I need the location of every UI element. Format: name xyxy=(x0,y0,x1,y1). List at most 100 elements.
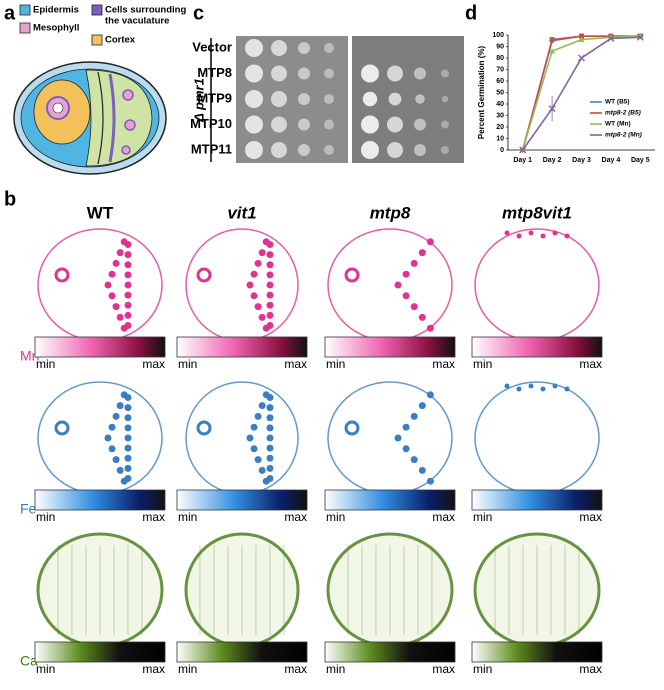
legend-label: Cells surrounding xyxy=(105,5,186,16)
cell xyxy=(418,313,426,321)
cell xyxy=(124,261,132,269)
column-heading: WT xyxy=(87,203,114,222)
element-label: Mn xyxy=(20,348,39,364)
y-tick-label: 90 xyxy=(496,43,504,50)
marker xyxy=(549,37,555,43)
cell xyxy=(266,301,274,309)
spot xyxy=(362,91,378,107)
strain-row-label: Vector xyxy=(192,39,232,54)
cell xyxy=(552,230,558,236)
colorbar-max: max xyxy=(432,357,455,371)
cell xyxy=(564,233,570,239)
cell xyxy=(108,445,116,453)
column-heading: mtp8 xyxy=(370,203,411,222)
y-axis-label: Percent Germination (%) xyxy=(477,45,486,139)
spot xyxy=(387,65,403,82)
cell xyxy=(124,311,132,319)
cell xyxy=(246,434,254,442)
spot xyxy=(361,115,379,134)
cell xyxy=(258,313,266,321)
colorbar xyxy=(34,336,166,358)
cell xyxy=(108,292,116,300)
cell xyxy=(394,281,402,289)
cell xyxy=(250,292,258,300)
cell xyxy=(112,259,120,267)
spot xyxy=(298,144,310,156)
colorbar xyxy=(471,641,603,663)
cell xyxy=(266,475,274,482)
cell xyxy=(266,404,274,412)
spot xyxy=(271,91,287,107)
cell xyxy=(124,281,132,289)
cell xyxy=(254,303,262,311)
cell xyxy=(402,292,410,300)
legend-label: the vaculature xyxy=(105,16,169,27)
spot xyxy=(324,145,334,155)
cell xyxy=(394,434,402,442)
cell xyxy=(266,464,274,472)
spot xyxy=(298,93,310,105)
cell xyxy=(108,423,116,431)
cell xyxy=(124,414,132,422)
x-tick-label: Day 4 xyxy=(602,157,621,164)
panel-label: c xyxy=(193,2,204,24)
x-tick-label: Day 3 xyxy=(572,157,591,164)
tissue-outline xyxy=(185,228,299,342)
cell xyxy=(254,456,262,464)
spot xyxy=(271,116,287,133)
cell xyxy=(410,303,418,311)
cell xyxy=(564,386,570,392)
tissue-outline xyxy=(327,381,453,495)
cell xyxy=(266,271,274,279)
cell xyxy=(410,259,418,267)
cell xyxy=(266,424,274,432)
cell xyxy=(266,394,274,401)
cell xyxy=(426,477,434,485)
y-tick-label: 0 xyxy=(500,147,504,154)
cell xyxy=(344,420,360,436)
spot xyxy=(324,68,334,79)
cell xyxy=(54,267,70,283)
cell xyxy=(124,464,132,472)
colorbar xyxy=(471,336,603,358)
colorbar-min: min xyxy=(36,662,55,676)
y-tick-label: 40 xyxy=(496,101,504,108)
spot xyxy=(245,115,263,134)
cell xyxy=(528,383,534,389)
colorbar-max: max xyxy=(579,510,602,524)
colorbar-min: min xyxy=(36,510,55,524)
spot xyxy=(271,65,287,82)
cell xyxy=(124,251,132,259)
cell xyxy=(266,251,274,259)
cell xyxy=(124,301,132,309)
cell xyxy=(254,259,262,267)
cell xyxy=(540,233,546,239)
cell xyxy=(112,412,120,420)
colorbar-min: min xyxy=(326,510,345,524)
spot xyxy=(441,95,449,103)
cell xyxy=(402,423,410,431)
spot xyxy=(298,118,310,131)
spot xyxy=(415,94,425,104)
spot xyxy=(414,118,426,131)
cell xyxy=(124,444,132,452)
tissue-outline xyxy=(185,381,299,495)
yeast-spots xyxy=(245,39,449,159)
colorbar-min: min xyxy=(178,357,197,371)
strain-row-label: MTP11 xyxy=(191,141,232,156)
legend-swatch xyxy=(91,4,103,16)
spot xyxy=(324,94,334,104)
spot xyxy=(441,69,449,78)
cell xyxy=(124,271,132,279)
y-tick-label: 80 xyxy=(496,55,504,62)
cell xyxy=(410,412,418,420)
colorbar xyxy=(324,489,456,511)
spot xyxy=(271,40,287,56)
tissue-outline xyxy=(37,228,163,342)
cell xyxy=(112,456,120,464)
y-tick-label: 70 xyxy=(496,66,504,73)
cell xyxy=(124,475,132,482)
colorbar xyxy=(324,641,456,663)
cell xyxy=(258,466,266,474)
cell xyxy=(266,261,274,269)
